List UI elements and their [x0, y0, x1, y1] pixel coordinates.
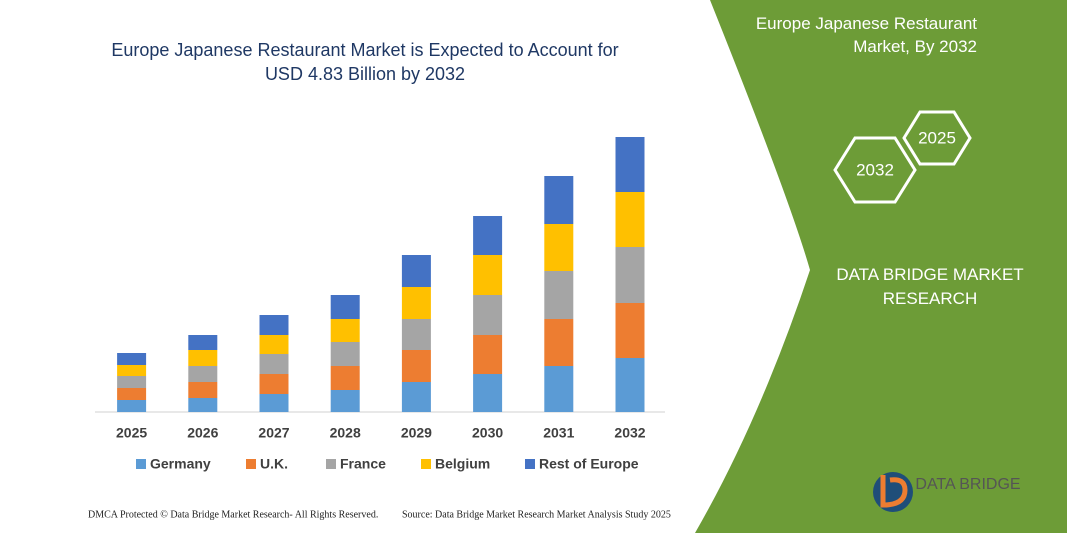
legend-label: France [340, 456, 386, 472]
x-tick-label: 2025 [116, 425, 147, 441]
bar-segment [401, 382, 431, 412]
bar-segment [473, 374, 503, 412]
chart-title: Europe Japanese Restaurant Market is Exp… [111, 40, 619, 84]
legend-label: Belgium [435, 456, 490, 472]
bar-segment [188, 366, 218, 382]
logo-icon [880, 475, 908, 508]
x-tick-label: 2029 [401, 425, 432, 441]
bar-segment [401, 255, 431, 287]
bar-segment [473, 255, 503, 295]
x-tick-label: 2031 [543, 425, 574, 441]
bar-segment [615, 137, 645, 192]
hex-label: 2025 [918, 128, 956, 147]
legend-label: Germany [150, 456, 211, 472]
green-panel [695, 0, 1067, 533]
bar-segment [473, 216, 503, 255]
bar-segment [188, 350, 218, 366]
legend-swatch [326, 459, 336, 469]
bar-segment [330, 390, 360, 412]
bar-segment [615, 247, 645, 303]
bar-segment [615, 358, 645, 412]
legend-swatch [525, 459, 535, 469]
bar-segment [117, 388, 147, 400]
hexagon [902, 110, 972, 166]
bar-segment [615, 303, 645, 358]
footer-right: Source: Data Bridge Market Research Mark… [402, 509, 671, 520]
x-tick-label: 2030 [472, 425, 503, 441]
bar-segment [117, 400, 147, 412]
bar-segment [544, 176, 574, 224]
legend-label: Rest of Europe [539, 456, 639, 472]
bar-segment [473, 335, 503, 374]
x-tick-label: 2032 [614, 425, 645, 441]
bar-segment [117, 365, 147, 376]
x-tick-label: 2026 [187, 425, 218, 441]
legend-swatch [421, 459, 431, 469]
bar-segment [259, 374, 289, 394]
bar-segment [117, 353, 147, 365]
logo-text: DATA BRIDGE [915, 476, 1020, 493]
bar-segment [330, 295, 360, 319]
panel-title: Europe Japanese Restaurant Market, By 20… [755, 14, 977, 56]
footer-left: DMCA Protected © Data Bridge Market Rese… [88, 509, 378, 520]
hexagon [833, 136, 917, 204]
bar-segment [473, 295, 503, 335]
bar-segment [188, 335, 218, 350]
bar-segment [330, 366, 360, 390]
bar-segment [615, 192, 645, 247]
bar-segment [259, 335, 289, 354]
x-tick-label: 2028 [330, 425, 361, 441]
bar-segment [117, 376, 147, 388]
bar-segment [330, 342, 360, 366]
legend-label: U.K. [260, 456, 288, 472]
bar-segment [259, 354, 289, 374]
bar-segment [259, 394, 289, 412]
legend-swatch [246, 459, 256, 469]
bar-segment [544, 271, 574, 319]
hex-label: 2032 [856, 160, 894, 179]
bar-segment [401, 319, 431, 350]
brand: DATA BRIDGE MARKET RESEARCH [836, 265, 1024, 308]
bar-segment [401, 287, 431, 319]
bar-segment [188, 398, 218, 412]
bar-segment [188, 382, 218, 398]
x-tick-label: 2027 [258, 425, 289, 441]
bar-segment [544, 319, 574, 366]
bar-segment [330, 319, 360, 342]
bar-segment [544, 366, 574, 412]
bar-segment [401, 350, 431, 382]
bar-segment [259, 315, 289, 335]
legend-swatch [136, 459, 146, 469]
bar-segment [544, 224, 574, 271]
